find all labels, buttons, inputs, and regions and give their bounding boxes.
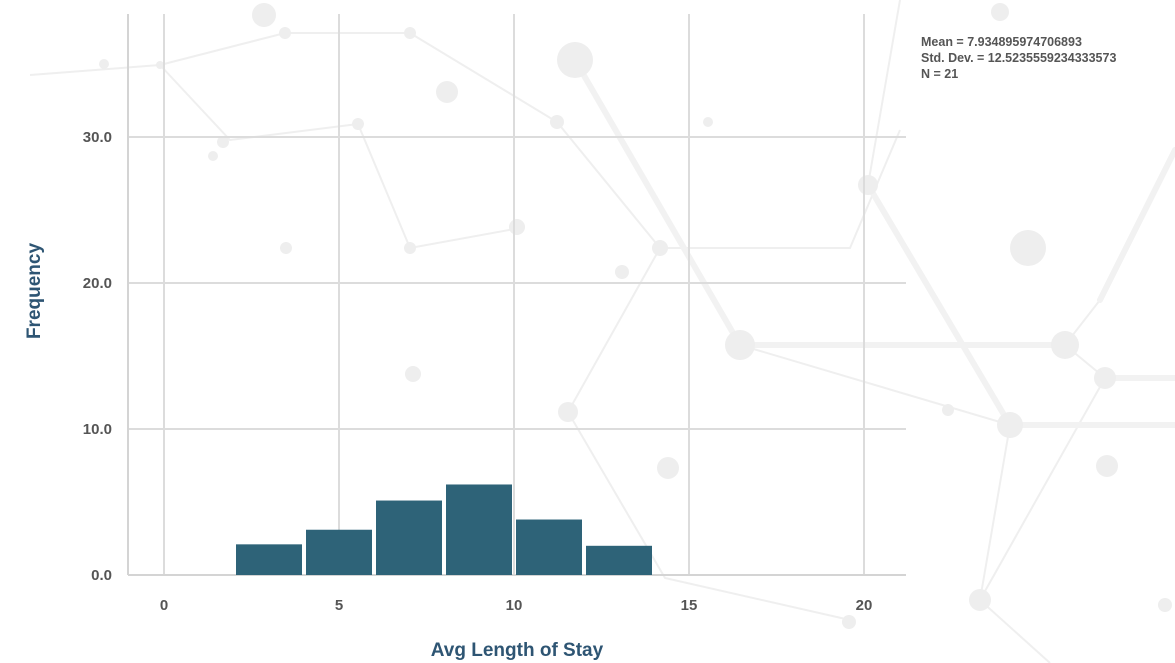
histogram-bar	[586, 545, 652, 575]
summary-statistics: Mean = 7.934895974706893 Std. Dev. = 12.…	[921, 34, 1116, 82]
y-tick-labels: 0.0 10.0 20.0 30.0	[83, 129, 112, 584]
axes	[127, 14, 906, 576]
y-tick-label: 20.0	[83, 275, 112, 292]
y-tick-label: 30.0	[83, 129, 112, 146]
y-tick-label: 0.0	[91, 567, 112, 584]
x-tick-label: 15	[681, 597, 698, 614]
histogram-bar	[376, 500, 442, 575]
x-tick-labels: 0 5 10 15 20	[160, 597, 873, 614]
y-tick-label: 10.0	[83, 421, 112, 438]
x-tick-label: 5	[335, 597, 343, 614]
histogram-bars	[236, 484, 652, 575]
x-tick-label: 20	[856, 597, 873, 614]
x-axis-title: Avg Length of Stay	[431, 640, 604, 661]
std-dev-label: Std. Dev. = 12.5235559234333573	[921, 51, 1117, 65]
histogram-bar	[516, 519, 582, 575]
grid-lines	[128, 14, 906, 575]
mean-label: Mean = 7.934895974706893	[921, 35, 1082, 49]
x-tick-label: 0	[160, 597, 168, 614]
histogram-bar	[306, 529, 372, 575]
histogram-bar	[446, 484, 512, 575]
histogram-bar	[236, 544, 302, 575]
n-label: N = 21	[921, 67, 959, 81]
x-tick-label: 10	[506, 597, 523, 614]
y-axis-title: Frequency	[24, 243, 45, 340]
